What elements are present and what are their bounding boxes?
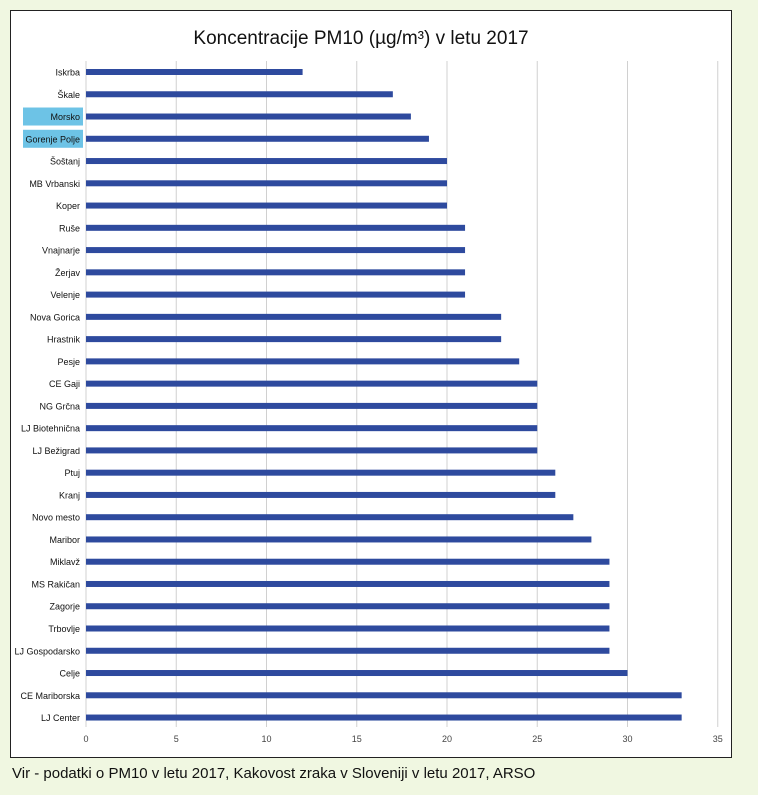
bar [86,692,682,699]
bar [86,625,610,632]
x-tick-label: 10 [261,734,271,744]
bar [86,469,556,476]
bar [86,69,303,75]
category-label: Ptuj [64,468,80,478]
bar [86,670,628,677]
category-label: LJ Bežigrad [32,446,80,456]
gridlines [85,61,719,727]
x-tick-label: 5 [174,734,179,744]
bar [86,358,520,365]
category-label: Miklavž [50,557,81,567]
category-label: Šoštanj [50,157,80,167]
bar [86,580,610,587]
x-tick-label: 25 [532,734,542,744]
bar [86,647,610,654]
category-label: LJ Center [41,713,80,723]
category-labels: Iskrba Škale Morsko Gorenje Polje Šoštanj MB … [14,68,80,724]
bar [86,269,466,276]
bar [86,380,538,387]
x-tick-label: 30 [622,734,632,744]
category-label: Koper [56,201,80,211]
chart-frame: Koncentracije PM10 (µg/m³) v letu 2017 I… [10,10,732,758]
bar [86,447,538,454]
category-label: MB Vrbanski [29,179,80,189]
bar [86,491,556,498]
x-tick-label: 0 [83,734,88,744]
category-label: Ruše [59,223,80,233]
category-label: Hrastnik [47,335,81,345]
bar [86,180,447,187]
bar [86,158,447,165]
highlight-box [23,107,83,126]
x-tick-label: 35 [713,734,723,744]
highlight-box [23,129,83,148]
category-label: Vnajnarje [42,246,80,256]
bar [86,558,610,565]
bar [86,202,447,209]
pm10-bar-chart: Koncentracije PM10 (µg/m³) v letu 2017 I… [14,28,722,744]
category-label: Kranj [59,490,80,500]
category-label: Novo mesto [32,513,80,523]
category-label: Nova Gorica [30,312,80,322]
bar [86,91,393,98]
category-label: LJ Gospodarsko [14,646,80,656]
x-tick-label: 20 [442,734,452,744]
x-tick-label: 15 [352,734,362,744]
category-label: Pesje [57,357,80,367]
bar [86,313,502,320]
category-label: Zagorje [49,602,80,612]
category-label: Maribor [49,535,80,545]
bar [86,113,411,120]
category-label: NG Grčna [39,401,80,411]
bar [86,514,574,521]
source-caption: Vir - podatki o PM10 v letu 2017, Kakovo… [12,765,536,782]
category-label: LJ Biotehnična [21,424,80,434]
bar [86,135,429,142]
bar [86,224,466,231]
category-label: Velenje [50,290,80,300]
category-label: CE Gaji [49,379,80,389]
bar [86,336,502,343]
category-label: Žerjav [55,268,81,278]
category-label: Morsko [50,112,80,122]
bars [86,69,682,721]
category-label: Iskrba [55,68,80,78]
category-label: Trbovlje [48,624,80,634]
bar [86,402,538,409]
bar [86,536,592,543]
bar [86,247,466,254]
bar [86,291,466,298]
bar [86,714,682,721]
category-label: MS Rakičan [31,579,80,589]
x-tick-labels: 0 5 10 15 20 25 30 35 [83,734,722,744]
category-label: Škale [57,90,80,100]
chart-title: Koncentracije PM10 (µg/m³) v letu 2017 [193,28,528,49]
category-label: CE Mariborska [20,691,80,701]
category-label: Gorenje Polje [25,134,80,144]
highlight-boxes [23,107,83,148]
category-label: Celje [59,669,80,679]
bar [86,603,610,610]
bar [86,425,538,432]
